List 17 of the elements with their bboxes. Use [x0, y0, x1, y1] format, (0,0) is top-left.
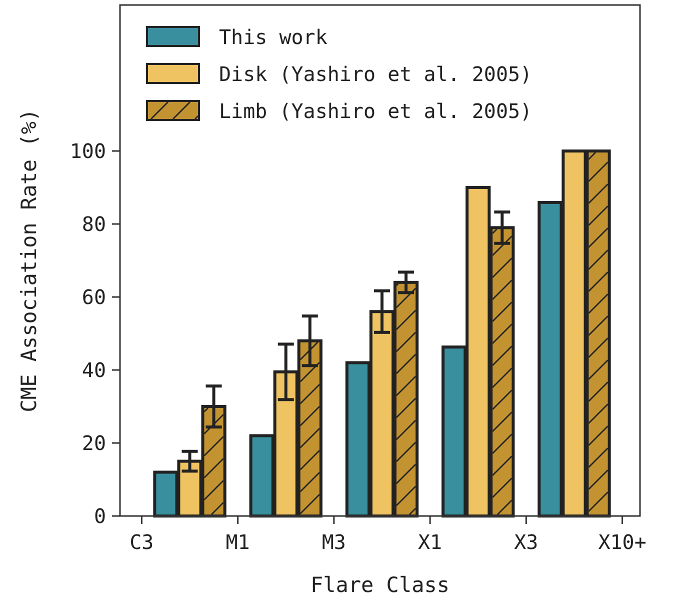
x-tick-label: C3	[130, 530, 154, 554]
x-tick-label: M3	[322, 530, 346, 554]
y-tick-label: 100	[70, 139, 106, 163]
y-tick-label: 80	[82, 212, 106, 236]
legend-label: Limb (Yashiro et al. 2005)	[219, 99, 532, 123]
x-tick-label: X3	[514, 530, 538, 554]
legend-label: This work	[219, 25, 328, 49]
x-axis-title: Flare Class	[310, 573, 450, 597]
y-tick-label: 0	[94, 504, 106, 528]
x-tick-label: X1	[418, 530, 442, 554]
y-tick-label: 20	[82, 431, 106, 455]
y-tick-label: 60	[82, 285, 106, 309]
x-tick-label: M1	[226, 530, 250, 554]
y-axis-title: CME Association Rate (%)	[17, 108, 41, 412]
x-tick-label: X10+	[598, 530, 646, 554]
legend-label: Disk (Yashiro et al. 2005)	[219, 62, 532, 86]
y-tick-label: 40	[82, 358, 106, 382]
